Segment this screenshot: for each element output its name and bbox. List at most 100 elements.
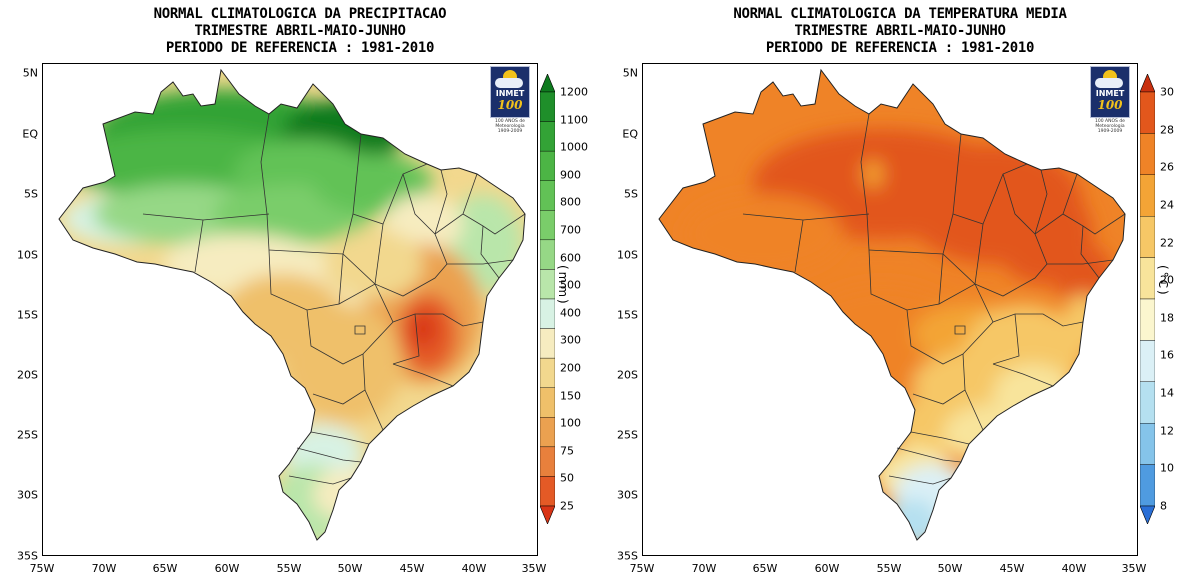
colorbar-swatch [540, 328, 555, 359]
lon-label: 50W [337, 562, 363, 575]
colorbar-swatch [540, 210, 555, 241]
precipitation-panel: NORMAL CLIMATOLOGICA DA PRECIPITACAO TRI… [0, 6, 600, 575]
field-region [933, 474, 993, 534]
state-border [268, 133, 362, 255]
colorbar-label: 24 [1160, 198, 1174, 212]
colorbar-swatch [540, 121, 555, 152]
lat-label: 5S [624, 187, 638, 201]
colorbar-label: 8 [1160, 499, 1167, 513]
state-border [896, 447, 962, 463]
colorbar-label: 28 [1160, 123, 1174, 137]
precip-map-svg [58, 68, 526, 541]
precip-title-line3: PERIODO DE REFERENCIA : 1981-2010 [165, 40, 435, 56]
lon-label: 40W [1061, 562, 1087, 575]
state-border [260, 113, 270, 251]
colorbar-cap-top [540, 74, 555, 93]
colorbar-label: 16 [1160, 348, 1174, 362]
colorbar-swatch [1140, 340, 1155, 382]
colorbar-swatch [1140, 133, 1155, 176]
lon-label: 35W [1121, 562, 1147, 575]
lat-label: 10S [17, 248, 38, 262]
colorbar-label: 200 [560, 361, 581, 375]
state-border [992, 313, 1084, 327]
lon-label: 55W [876, 562, 902, 575]
state-border [938, 283, 994, 355]
state-border [992, 313, 1020, 365]
lat-label: 20S [17, 368, 38, 382]
lon-label: 45W [999, 562, 1025, 575]
temp-map-svg [658, 68, 1126, 541]
lat-label: 30S [17, 488, 38, 502]
state-border [1062, 213, 1126, 235]
state-border [288, 475, 352, 485]
colorbar-label: 25 [560, 499, 574, 513]
colorbar-swatch [540, 476, 555, 507]
state-border [906, 309, 964, 365]
lon-label: 50W [937, 562, 963, 575]
precip-title-line2: TRIMESTRE ABRIL-MAIO-JUNHO [194, 23, 406, 39]
colorbar-swatch [1140, 464, 1155, 507]
lat-label: EQ [22, 127, 38, 141]
temp-title-line2: TRIMESTRE ABRIL-MAIO-JUNHO [794, 23, 1006, 39]
lon-label: 65W [752, 562, 778, 575]
lat-label: 5N [22, 66, 38, 80]
lon-label: 55W [276, 562, 302, 575]
colorbar-label: 150 [560, 389, 581, 403]
state-border [312, 389, 366, 405]
state-border [310, 431, 370, 445]
lon-label: 40W [461, 562, 487, 575]
state-border [296, 447, 362, 463]
state-border [888, 475, 952, 485]
country-border [58, 68, 526, 541]
precip-title: NORMAL CLIMATOLOGICA DA PRECIPITACAO TRI… [0, 6, 600, 57]
lon-label: 60W [814, 562, 840, 575]
colorbar-label: 1200 [560, 85, 588, 99]
temp-title: NORMAL CLIMATOLOGICA DA TEMPERATURA MEDI… [600, 6, 1200, 57]
colorbar-label: 800 [560, 195, 581, 209]
precip-unit-label: (mm) [556, 265, 570, 306]
colorbar-swatch [540, 180, 555, 211]
lat-label: 5S [24, 187, 38, 201]
colorbar-label: 100 [560, 416, 581, 430]
inmet-logo: INMET 100 100 ANOS de Meteorologia 1909-… [1090, 66, 1130, 142]
field-region [409, 311, 437, 347]
colorbar-swatch [540, 357, 555, 388]
field-region [683, 194, 843, 274]
colorbar-label: 14 [1160, 386, 1174, 400]
cloud-icon [1095, 78, 1123, 88]
lon-label: 45W [399, 562, 425, 575]
state-border [338, 283, 394, 355]
temp-colorbar [1140, 74, 1155, 524]
field-region [863, 160, 883, 188]
colorbar-label: 500 [560, 278, 581, 292]
lat-label: 35S [17, 549, 38, 563]
state-border [1080, 225, 1100, 279]
temp-title-line3: PERIODO DE REFERENCIA : 1981-2010 [765, 40, 1035, 56]
colorbar-cap-top [1140, 74, 1155, 93]
colorbar-label: 700 [560, 223, 581, 237]
colorbar-label: 26 [1160, 160, 1174, 174]
lat-label: 10S [617, 248, 638, 262]
colorbar-label: 75 [560, 444, 574, 458]
colorbar-label: 900 [560, 168, 581, 182]
precip-title-line1: NORMAL CLIMATOLOGICA DA PRECIPITACAO [153, 6, 447, 22]
inmet-logo: INMET 100 100 ANOS de Meteorologia 1909-… [490, 66, 530, 142]
lat-label: 25S [617, 428, 638, 442]
colorbar-cap-bottom [540, 505, 555, 524]
colorbar-label: 400 [560, 306, 581, 320]
colorbar-label: 20 [1160, 273, 1174, 287]
state-border [860, 113, 870, 251]
colorbar-swatch [1140, 298, 1155, 341]
field-region [943, 404, 1043, 464]
temp-title-line1: NORMAL CLIMATOLOGICA DA TEMPERATURA MEDI… [733, 6, 1067, 22]
colorbar-swatch [1140, 257, 1155, 300]
lat-label: 20S [617, 368, 638, 382]
colorbar-swatch [540, 298, 555, 329]
lat-label: 35S [617, 549, 638, 563]
field-region [313, 469, 373, 519]
lon-label: 60W [214, 562, 240, 575]
lon-label: 75W [629, 562, 655, 575]
lat-label: 15S [17, 308, 38, 322]
state-border [194, 219, 204, 273]
colorbar-swatch [540, 387, 555, 418]
